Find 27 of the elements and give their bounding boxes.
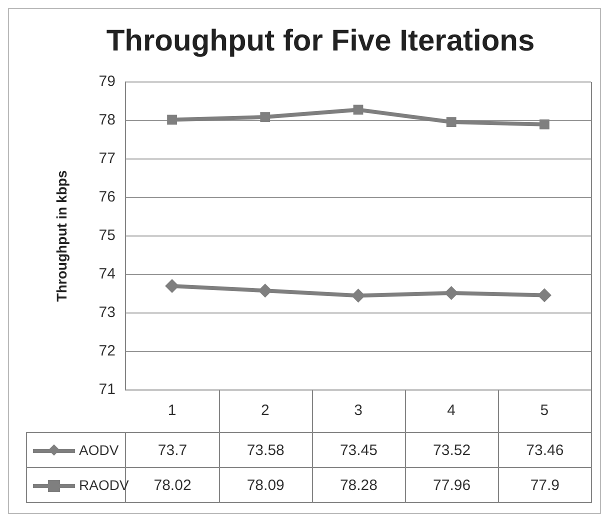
x-tick-label: 4 [447,402,456,420]
y-tick-label: 79 [98,73,116,90]
x-tick-label: 5 [540,402,549,420]
data-label: 73.45 [312,432,406,468]
y-tick-label: 74 [98,266,116,283]
y-tick-label: 75 [98,227,116,244]
x-tick-label: 1 [168,402,176,420]
data-label: 73.7 [126,432,220,468]
x-tick-label: 2 [260,402,270,420]
y-tick-label: 72 [98,342,116,360]
legend-label: AODV [79,442,119,458]
y-tick-label: 78 [98,112,116,129]
y-tick-label: 76 [98,188,116,206]
chart-title: Throughput for Five Iterations [106,24,535,58]
data-label: 73.58 [219,432,312,468]
data-label: 73.52 [405,432,498,468]
data-label: 78.28 [312,468,406,502]
y-tick-label: 77 [98,150,116,168]
data-label: 73.46 [498,432,592,468]
data-label: 77.96 [405,468,498,502]
data-label: 77.9 [498,468,592,502]
y-axis-title: Throughput in kbps [53,170,70,302]
data-label: 78.09 [219,468,312,502]
y-tick-label: 71 [98,381,116,398]
data-label: 78.02 [154,476,192,494]
x-tick-label: 3 [354,402,362,420]
y-tick-label: 73 [98,304,116,322]
